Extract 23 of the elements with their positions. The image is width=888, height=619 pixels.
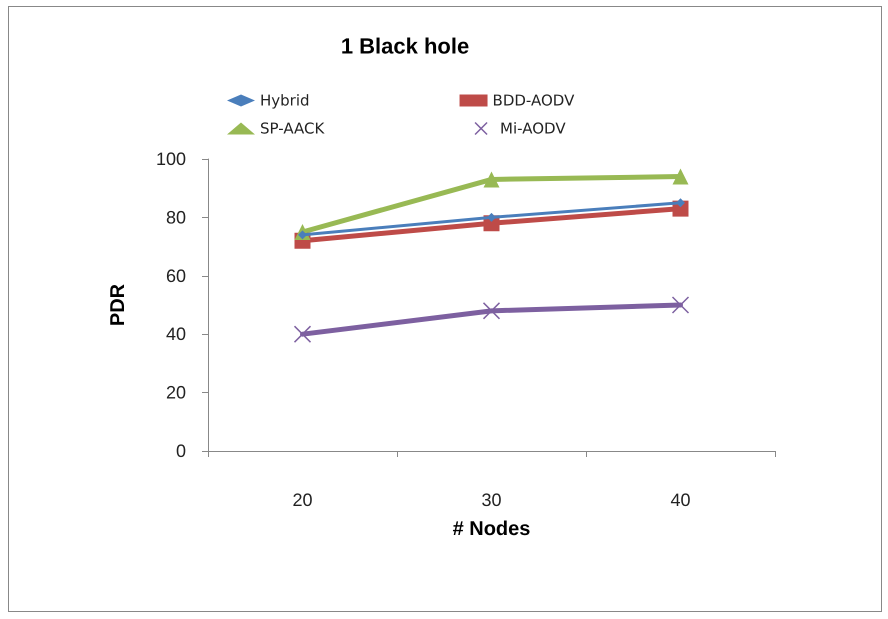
- point: [484, 171, 500, 188]
- y-tick-label: 60: [166, 266, 186, 286]
- x-tick-label: 20: [292, 490, 313, 510]
- point: [482, 302, 500, 320]
- y-tick-label: 100: [156, 149, 186, 169]
- x-axis-title: # Nodes: [452, 518, 530, 540]
- x-tick-label: 40: [670, 490, 691, 510]
- x-tick-label: 30: [481, 490, 502, 510]
- point: [672, 296, 690, 314]
- chart-title: 1 Black hole: [340, 34, 470, 58]
- point: [294, 325, 312, 343]
- y-tick-label: 20: [166, 382, 186, 403]
- point: [672, 168, 688, 185]
- legend-label: Hybrid: [260, 92, 310, 110]
- y-tick-label: 0: [176, 441, 186, 461]
- y-tick-label: 80: [166, 207, 186, 228]
- y-tick-label: 40: [166, 324, 186, 344]
- legend-label: BDD-AODV: [492, 92, 576, 110]
- legend-label: SP-AACK: [260, 120, 326, 138]
- point: [676, 198, 685, 208]
- y-axis-title: PDR: [107, 283, 129, 326]
- legend-label: Mi-AODV: [500, 120, 566, 138]
- point: [487, 212, 496, 222]
